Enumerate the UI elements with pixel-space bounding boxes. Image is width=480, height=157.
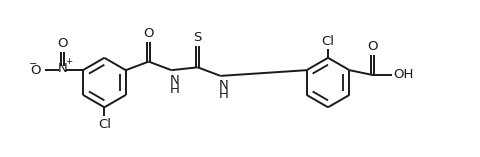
Text: N: N bbox=[58, 62, 68, 75]
Text: H: H bbox=[169, 83, 180, 96]
Text: N: N bbox=[218, 79, 228, 92]
Text: O: O bbox=[31, 64, 41, 77]
Text: +: + bbox=[66, 57, 73, 66]
Text: N: N bbox=[169, 73, 179, 87]
Text: O: O bbox=[58, 37, 68, 50]
Text: −: − bbox=[29, 59, 37, 68]
Text: OH: OH bbox=[394, 68, 414, 81]
Text: Cl: Cl bbox=[98, 118, 111, 131]
Text: O: O bbox=[144, 27, 154, 40]
Text: Cl: Cl bbox=[322, 35, 335, 48]
Text: O: O bbox=[367, 40, 378, 53]
Text: S: S bbox=[193, 31, 202, 44]
Text: H: H bbox=[218, 88, 228, 101]
